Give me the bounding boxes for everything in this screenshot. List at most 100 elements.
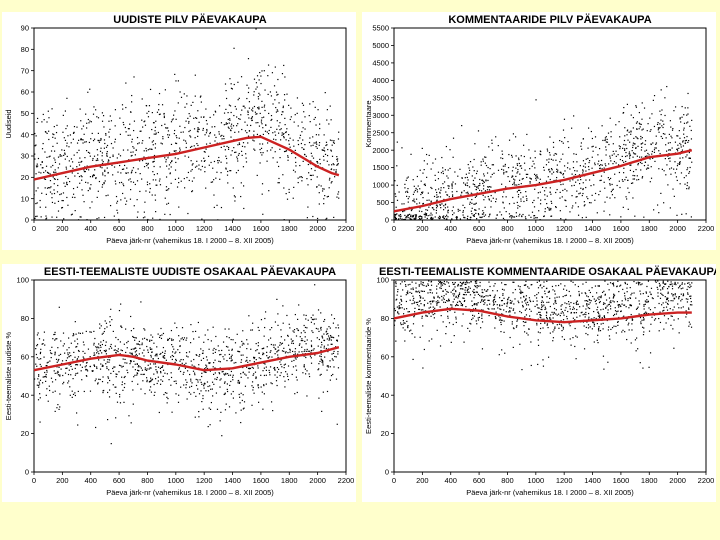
scatter-point: [403, 203, 405, 205]
scatter-point: [405, 308, 408, 310]
scatter-point: [225, 108, 227, 111]
scatter-point: [176, 326, 178, 329]
scatter-point: [164, 392, 167, 394]
scatter-point: [104, 169, 106, 171]
scatter-point: [95, 159, 97, 162]
scatter-point: [539, 219, 541, 221]
scatter-point: [229, 119, 231, 121]
scatter-point: [136, 180, 139, 182]
scatter-point: [310, 152, 312, 154]
scatter-point: [454, 286, 456, 288]
scatter-point: [420, 309, 423, 311]
scatter-point: [523, 144, 525, 146]
scatter-point: [46, 187, 49, 189]
scatter-point: [104, 350, 107, 353]
scatter-point: [670, 135, 672, 137]
scatter-point: [215, 392, 218, 394]
scatter-point: [637, 164, 639, 166]
scatter-point: [662, 133, 665, 135]
scatter-point: [153, 383, 155, 386]
scatter-point: [280, 329, 282, 331]
scatter-point: [559, 139, 561, 142]
scatter-point: [310, 145, 312, 147]
scatter-point: [270, 149, 272, 151]
scatter-point: [328, 339, 330, 341]
scatter-point: [163, 115, 165, 117]
scatter-point: [237, 169, 239, 172]
scatter-point: [659, 152, 661, 155]
scatter-point: [282, 133, 284, 136]
scatter-point: [524, 331, 526, 333]
scatter-point: [89, 176, 92, 178]
scatter-point: [280, 128, 282, 130]
scatter-point: [52, 164, 54, 167]
scatter-point: [452, 137, 455, 139]
scatter-point: [598, 301, 601, 304]
scatter-point: [253, 148, 255, 150]
scatter-point: [413, 200, 415, 202]
scatter-point: [624, 179, 626, 181]
scatter-point: [680, 121, 682, 123]
scatter-point: [498, 304, 501, 306]
scatter-point: [114, 138, 117, 140]
scatter-point: [244, 373, 246, 375]
scatter-point: [96, 349, 98, 351]
y-tick-label: 1000: [372, 181, 389, 190]
scatter-point: [648, 154, 650, 156]
chart-title: UUDISTE PILV PÄEVAKAUPA: [113, 13, 266, 26]
scatter-point: [266, 150, 268, 152]
scatter-point: [141, 159, 144, 162]
scatter-point: [41, 192, 43, 194]
scatter-point: [565, 205, 567, 208]
scatter-point: [652, 297, 654, 300]
scatter-point: [562, 183, 564, 185]
scatter-point: [149, 183, 151, 185]
scatter-point: [407, 326, 409, 328]
scatter-point: [89, 120, 91, 122]
chart-title: EESTI-TEEMALISTE UUDISTE OSAKAAL PÄEVAKA…: [44, 265, 336, 278]
scatter-point: [462, 282, 465, 284]
scatter-point: [564, 137, 566, 139]
scatter-point: [404, 284, 407, 286]
scatter-point: [261, 193, 263, 195]
scatter-point: [477, 185, 480, 187]
scatter-point: [401, 203, 403, 205]
scatter-point: [172, 339, 174, 341]
scatter-point: [240, 114, 242, 116]
scatter-point: [639, 126, 641, 128]
scatter-point: [511, 170, 514, 172]
scatter-point: [261, 70, 263, 72]
scatter-point: [476, 170, 478, 172]
scatter-point: [115, 386, 117, 388]
scatter-point: [658, 131, 660, 133]
scatter-point: [421, 147, 423, 150]
scatter-point: [553, 312, 555, 314]
scatter-point: [131, 380, 133, 383]
scatter-point: [159, 178, 161, 180]
scatter-point: [252, 386, 254, 389]
scatter-point: [517, 196, 520, 198]
x-tick-label: 1000: [527, 476, 544, 485]
scatter-point: [674, 282, 676, 285]
scatter-point: [161, 334, 163, 336]
scatter-point: [171, 160, 173, 163]
scatter-point: [270, 119, 272, 121]
scatter-point: [262, 352, 264, 354]
scatter-point: [469, 203, 471, 205]
scatter-point: [261, 123, 263, 125]
scatter-point: [664, 283, 666, 285]
scatter-point: [447, 169, 449, 171]
scatter-point: [407, 325, 409, 327]
scatter-point: [552, 340, 554, 342]
scatter-point: [214, 134, 216, 136]
scatter-point: [229, 78, 231, 80]
scatter-point: [41, 148, 44, 150]
scatter-point: [679, 142, 681, 145]
scatter-point: [528, 149, 530, 151]
y-tick-label: 4000: [372, 76, 389, 85]
estonian-news-share-chart: EESTI-TEEMALISTE UUDISTE OSAKAAL PÄEVAKA…: [4, 265, 354, 497]
scatter-point: [604, 280, 606, 282]
scatter-point: [48, 187, 50, 189]
scatter-point: [677, 282, 679, 284]
scatter-point: [508, 180, 511, 182]
